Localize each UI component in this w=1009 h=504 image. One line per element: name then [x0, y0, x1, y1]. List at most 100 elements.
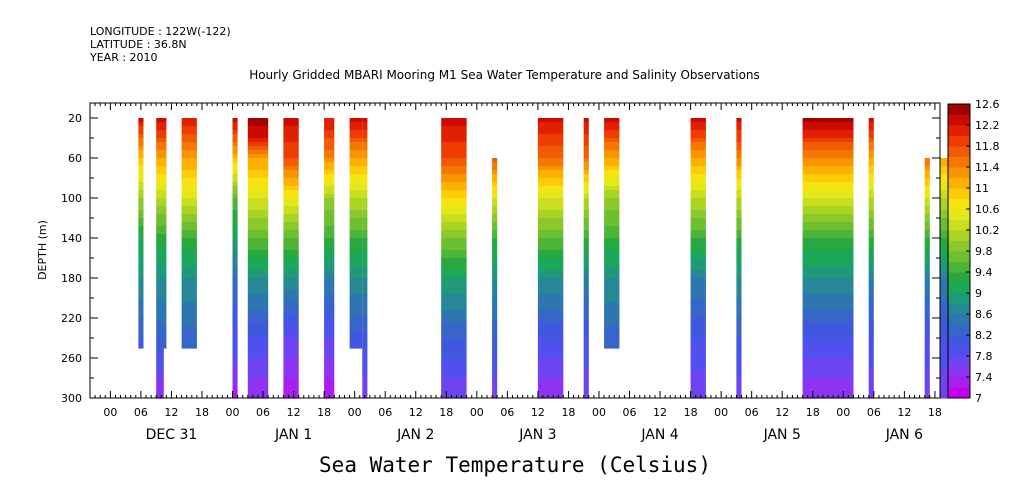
data-cell — [441, 178, 467, 183]
data-cell — [924, 262, 930, 267]
x-tick-label: 12 — [531, 406, 545, 419]
data-cell — [441, 238, 467, 243]
data-cell — [492, 266, 498, 271]
data-cell — [604, 238, 620, 243]
data-cell — [802, 230, 854, 235]
data-cell — [324, 118, 335, 123]
data-cell — [690, 186, 706, 191]
data-cell — [736, 394, 742, 399]
data-cell — [181, 166, 197, 171]
data-cell — [349, 286, 363, 291]
data-cell — [232, 190, 238, 195]
data-cell — [802, 278, 854, 283]
data-cell — [324, 126, 335, 131]
data-cell — [349, 338, 363, 343]
data-cell — [940, 170, 948, 175]
data-cell — [802, 390, 854, 395]
data-cell — [604, 130, 620, 135]
data-cell — [583, 390, 589, 395]
data-cell — [324, 266, 335, 271]
data-cell — [868, 142, 874, 147]
data-cell — [349, 314, 363, 319]
data-cell — [537, 178, 564, 183]
data-cell — [537, 214, 564, 219]
data-cell — [247, 326, 269, 331]
data-cell — [232, 298, 238, 303]
data-cell — [690, 362, 706, 367]
data-cell — [924, 194, 930, 199]
data-cell — [156, 278, 164, 283]
data-cell — [690, 290, 706, 295]
data-cell — [537, 386, 564, 391]
data-cell — [924, 342, 930, 347]
data-cell — [736, 154, 742, 159]
data-cell — [138, 202, 144, 207]
data-cell — [362, 246, 368, 251]
data-cell — [802, 374, 854, 379]
data-cell — [247, 386, 269, 391]
data-cell — [583, 218, 589, 223]
data-cell — [324, 350, 335, 355]
data-cell — [181, 126, 197, 131]
data-cell — [604, 342, 620, 347]
data-cell — [441, 146, 467, 151]
data-cell — [940, 294, 948, 299]
data-cell — [324, 354, 335, 359]
data-cell — [161, 134, 167, 139]
x-day-label: JAN 3 — [518, 427, 556, 443]
data-cell — [156, 134, 164, 139]
data-cell — [868, 290, 874, 295]
data-cell — [247, 138, 269, 143]
data-cell — [362, 314, 368, 319]
data-cell — [349, 182, 363, 187]
data-cell — [492, 270, 498, 275]
data-cell — [537, 170, 564, 175]
data-cell — [232, 266, 238, 271]
data-cell — [181, 314, 197, 319]
data-cell — [138, 126, 144, 131]
data-cell — [940, 186, 948, 191]
data-cell — [247, 154, 269, 159]
data-cell — [247, 262, 269, 267]
plot-frame — [89, 102, 941, 399]
data-cell — [283, 142, 299, 147]
data-cell — [181, 162, 197, 167]
data-cell — [181, 170, 197, 175]
data-cell — [441, 290, 467, 295]
data-column — [324, 118, 335, 399]
data-cell — [156, 262, 164, 267]
data-cell — [156, 254, 164, 259]
data-cell — [868, 194, 874, 199]
data-cell — [247, 210, 269, 215]
x-tick-label: 18 — [439, 406, 453, 419]
data-cell — [161, 162, 167, 167]
data-cell — [604, 278, 620, 283]
data-cell — [736, 142, 742, 147]
data-cell — [940, 198, 948, 203]
data-cell — [283, 182, 299, 187]
data-cell — [156, 358, 164, 363]
data-cell — [324, 214, 335, 219]
data-cell — [537, 254, 564, 259]
data-cell — [138, 186, 144, 191]
data-cell — [324, 242, 335, 247]
data-cell — [492, 166, 498, 171]
colorbar-swatch — [948, 230, 970, 241]
data-cell — [537, 206, 564, 211]
data-cell — [156, 322, 164, 327]
colorbar-swatch — [948, 366, 970, 378]
y-tick-label: 260 — [61, 352, 82, 365]
data-cell — [492, 330, 498, 335]
data-cell — [736, 250, 742, 255]
data-cell — [940, 282, 948, 287]
data-cell — [940, 266, 948, 271]
data-cell — [802, 302, 854, 307]
data-cell — [604, 138, 620, 143]
data-cell — [940, 162, 948, 167]
data-cell — [349, 282, 363, 287]
data-cell — [492, 326, 498, 331]
data-cell — [161, 218, 167, 223]
data-cell — [181, 190, 197, 195]
data-cell — [138, 166, 144, 171]
data-cell — [247, 254, 269, 259]
